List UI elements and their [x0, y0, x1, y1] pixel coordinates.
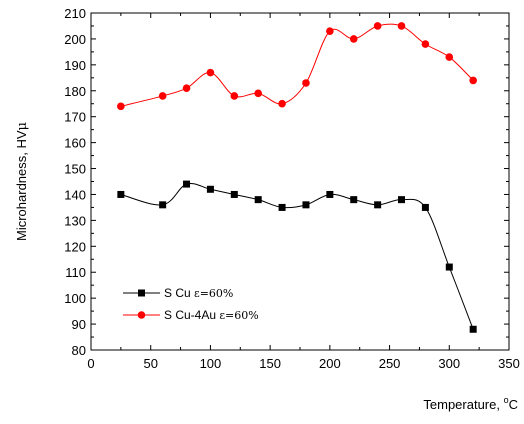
- x-axis-title: Temperature, oC: [423, 395, 518, 412]
- y-tick-label: 150: [64, 162, 86, 177]
- y-tick-label: 180: [64, 84, 86, 99]
- x-tick-label: 150: [259, 356, 281, 371]
- y-tick-label: 90: [72, 317, 86, 332]
- data-point: [159, 201, 167, 209]
- x-tick-label: 100: [200, 356, 222, 371]
- x-tick-label: 0: [87, 356, 94, 371]
- x-tick-label: 200: [319, 356, 341, 371]
- data-point: [278, 203, 286, 211]
- x-tick-label: 350: [498, 356, 520, 371]
- legend: S Cu ε=60% S Cu-4Au ε=60%: [123, 286, 259, 322]
- series-0: [117, 180, 477, 333]
- data-point: [206, 185, 214, 193]
- x-tick-label: 300: [438, 356, 460, 371]
- series-1: [117, 22, 477, 111]
- data-point: [158, 92, 167, 100]
- data-point: [230, 92, 239, 100]
- data-point: [117, 190, 125, 198]
- series-line: [120, 23, 474, 107]
- data-point: [278, 99, 286, 108]
- legend-label: S Cu-4Au ε=60%: [164, 308, 259, 322]
- data-point: [469, 325, 477, 333]
- data-point: [206, 68, 215, 77]
- legend-marker: [137, 311, 146, 319]
- y-tick-label: 110: [65, 265, 86, 280]
- series-layer: [117, 22, 477, 333]
- data-point: [397, 22, 406, 30]
- y-tick-label: 80: [72, 343, 86, 358]
- data-point: [254, 89, 262, 98]
- plot-area: [90, 12, 510, 351]
- data-point: [469, 76, 477, 85]
- data-point: [398, 196, 406, 204]
- data-point: [254, 196, 262, 204]
- y-tick-label: 140: [64, 187, 86, 202]
- y-tick-label: 100: [64, 291, 86, 306]
- data-point: [326, 190, 334, 198]
- data-point: [421, 40, 430, 48]
- legend-marker: [138, 289, 145, 297]
- data-point: [374, 201, 382, 209]
- y-tick-label: 190: [64, 58, 86, 73]
- data-point: [349, 35, 358, 43]
- data-point: [421, 203, 429, 211]
- plot-frame: [90, 12, 510, 351]
- axes-layer: 0 50 100 150 200 250 300 350 80 90 100 110 120 130 140…: [64, 6, 520, 371]
- data-point: [302, 201, 310, 209]
- data-point: [350, 196, 358, 204]
- x-tick-label: 250: [379, 356, 401, 371]
- y-tick-label: 120: [64, 239, 86, 254]
- legend-entry: S Cu ε=60%: [123, 286, 233, 300]
- y-tick-label: 210: [64, 6, 86, 21]
- data-point: [445, 53, 454, 61]
- y-tick-label: 130: [64, 213, 86, 228]
- data-point: [373, 22, 382, 30]
- y-tick-label: 160: [64, 136, 86, 151]
- data-point: [183, 180, 191, 188]
- data-point: [117, 102, 125, 111]
- legend-label: S Cu ε=60%: [164, 286, 233, 300]
- legend-entry: S Cu-4Au ε=60%: [123, 308, 259, 322]
- y-tick-label: 200: [64, 32, 86, 47]
- data-point: [182, 84, 191, 92]
- data-point: [302, 79, 310, 87]
- x-tick-label: 50: [143, 356, 157, 371]
- y-axis-title: Microhardness, HVμ: [14, 122, 30, 241]
- y-tick-label: 170: [64, 110, 86, 125]
- data-point: [445, 263, 453, 271]
- data-point: [230, 190, 238, 198]
- data-point: [326, 27, 334, 35]
